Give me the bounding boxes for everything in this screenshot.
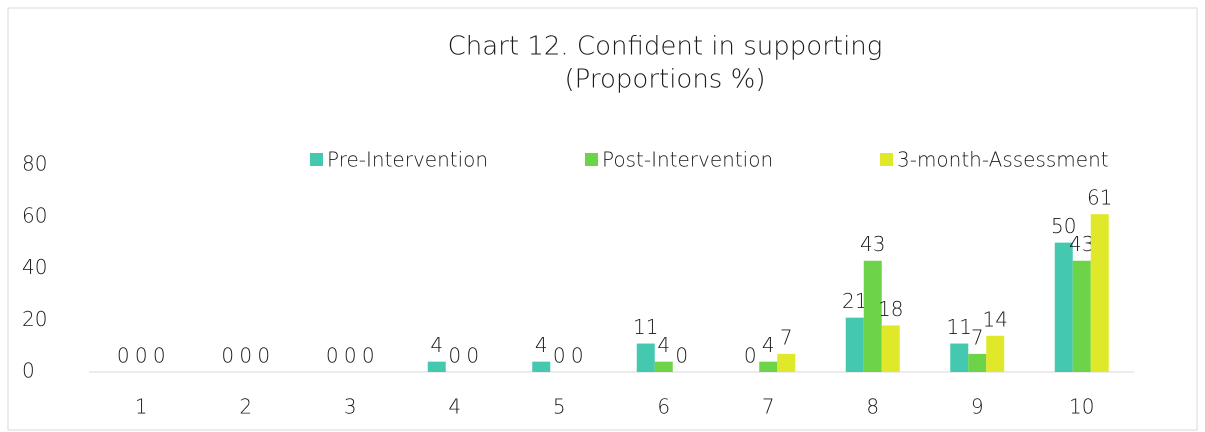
y-tick-label: 0 [22, 359, 35, 383]
data-label: 0 [135, 344, 148, 368]
y-tick-label: 60 [22, 203, 47, 227]
data-label: 0 [257, 344, 270, 368]
x-tick-label: 9 [971, 395, 984, 419]
legend-swatch [880, 153, 893, 166]
y-tick-label: 40 [22, 255, 47, 279]
data-label: 4 [430, 333, 443, 357]
data-label: 0 [153, 344, 166, 368]
bar [1054, 242, 1073, 372]
x-tick-label: 3 [344, 395, 357, 419]
data-label: 0 [221, 344, 234, 368]
x-tick-label: 8 [866, 395, 879, 419]
bar [777, 353, 796, 372]
data-label: 43 [860, 232, 885, 256]
data-label: 11 [633, 315, 658, 339]
data-label: 4 [535, 333, 548, 357]
bar [863, 260, 882, 372]
data-label: 0 [466, 344, 479, 368]
bar [986, 335, 1005, 372]
legend-label: 3-month-Assessment [897, 148, 1109, 172]
legend-label: Post-Intervention [602, 148, 773, 172]
bar [845, 317, 864, 372]
x-tick-label: 4 [448, 395, 461, 419]
data-label: 0 [553, 344, 566, 368]
x-tick-label: 2 [239, 395, 252, 419]
data-label: 0 [239, 344, 252, 368]
chart-title: Chart 12. Confident in supporting [448, 32, 883, 62]
legend-label: Pre-Intervention [327, 148, 488, 172]
bar [1072, 260, 1091, 372]
data-label: 0 [117, 344, 130, 368]
bar [532, 361, 551, 372]
bar [427, 361, 446, 372]
data-label: 0 [744, 344, 757, 368]
data-label: 7 [780, 325, 793, 349]
bar [759, 361, 778, 372]
data-label: 50 [1051, 214, 1076, 238]
data-label: 14 [983, 307, 1008, 331]
bar [654, 361, 673, 372]
data-label: 4 [762, 333, 775, 357]
bar [950, 343, 969, 372]
chart-subtitle: (Proportions %) [565, 65, 766, 95]
data-label: 0 [344, 344, 357, 368]
data-label: 0 [326, 344, 339, 368]
y-tick-label: 80 [22, 152, 47, 176]
x-tick-label: 5 [553, 395, 566, 419]
y-tick-label: 20 [22, 307, 47, 331]
bar [1090, 214, 1109, 372]
data-label: 0 [675, 344, 688, 368]
data-label: 11 [947, 315, 972, 339]
data-label: 43 [1069, 232, 1094, 256]
data-label: 0 [448, 344, 461, 368]
x-tick-label: 7 [762, 395, 775, 419]
data-label: 4 [657, 333, 670, 357]
legend-swatch [310, 153, 323, 166]
data-label: 0 [362, 344, 375, 368]
x-tick-label: 10 [1069, 395, 1094, 419]
bar [881, 325, 900, 372]
data-label: 18 [878, 297, 903, 321]
bar [968, 353, 987, 372]
data-label: 0 [571, 344, 584, 368]
legend-swatch [585, 153, 598, 166]
x-tick-label: 6 [657, 395, 670, 419]
data-label: 61 [1087, 186, 1112, 210]
bar [636, 343, 655, 372]
data-label: 21 [842, 289, 867, 313]
data-label: 7 [971, 325, 984, 349]
x-tick-label: 1 [135, 395, 148, 419]
